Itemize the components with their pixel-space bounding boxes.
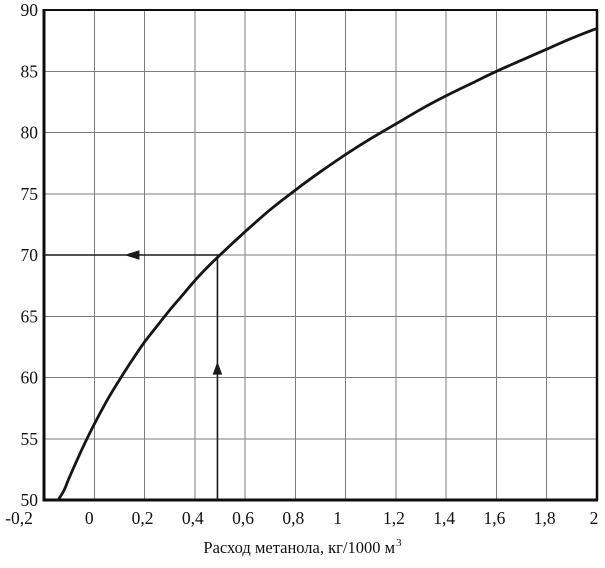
x-tick-label: 0,4 xyxy=(182,508,204,528)
y-tick-label: 70 xyxy=(21,245,39,265)
y-tick-label: 55 xyxy=(21,429,39,449)
x-axis-title-superscript: 3 xyxy=(396,537,402,549)
y-tick-label: 85 xyxy=(21,61,39,81)
x-tick-label: 0,2 xyxy=(132,508,154,528)
x-tick-label: 0,8 xyxy=(282,508,304,528)
x-tick-label: 1,2 xyxy=(383,508,405,528)
readout-arrow-left-head xyxy=(124,250,140,260)
main-curve xyxy=(56,27,599,502)
y-tick-label: 75 xyxy=(21,184,39,204)
y-tick-label: 60 xyxy=(21,368,39,388)
y-tick-label: 90 xyxy=(21,0,39,20)
x-tick-label: 1,4 xyxy=(433,508,455,528)
x-tick-label: 1 xyxy=(333,508,342,528)
readout-arrow-up-head xyxy=(212,361,223,375)
x-tick-label: 0,6 xyxy=(232,508,254,528)
x-tick-label: 2 xyxy=(590,508,599,528)
x-tick-label: -0,2 xyxy=(5,508,33,528)
x-tick-label: 0 xyxy=(85,508,94,528)
y-tick-label: 50 xyxy=(21,490,39,510)
x-tick-label: 1,6 xyxy=(484,508,506,528)
x-axis-title-text: Расход метанола, кг/1000 м xyxy=(203,538,395,557)
y-tick-label: 80 xyxy=(21,123,39,143)
x-tick-label: 1,8 xyxy=(534,508,556,528)
x-axis-title: Расход метанола, кг/1000 м3 xyxy=(203,537,402,557)
y-tick-label: 65 xyxy=(21,306,39,326)
